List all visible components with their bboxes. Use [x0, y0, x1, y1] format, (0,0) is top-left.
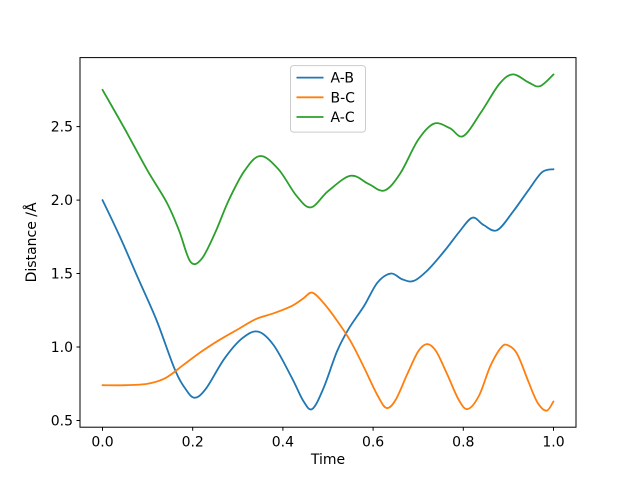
y-tick-label: 0.5 — [51, 414, 73, 430]
series-line-b-c — [101, 291, 555, 412]
axes-frame — [79, 57, 577, 428]
x-tick-label: 0.0 — [91, 435, 113, 451]
y-axis-label: Distance /Å — [23, 202, 40, 282]
x-tick-label: 0.2 — [182, 435, 204, 451]
legend-box — [290, 65, 366, 133]
x-tick-label: 0.6 — [362, 435, 384, 451]
legend-label-a-b: A-B — [331, 71, 354, 87]
y-tick-label: 2.0 — [51, 193, 73, 209]
y-tick-label: 1.5 — [51, 267, 73, 283]
y-tick-label: 1.0 — [51, 340, 73, 356]
x-tick-label: 0.4 — [272, 435, 294, 451]
legend-label-b-c: B-C — [331, 90, 356, 106]
x-axis-label: Time — [310, 452, 345, 468]
series-line-a-c — [101, 73, 555, 266]
y-tick-label: 2.5 — [51, 120, 73, 136]
x-tick-label: 1.0 — [542, 435, 564, 451]
x-tick-label: 0.8 — [452, 435, 474, 451]
series-line-a-b — [101, 168, 555, 411]
legend-label-a-c: A-C — [331, 110, 355, 126]
